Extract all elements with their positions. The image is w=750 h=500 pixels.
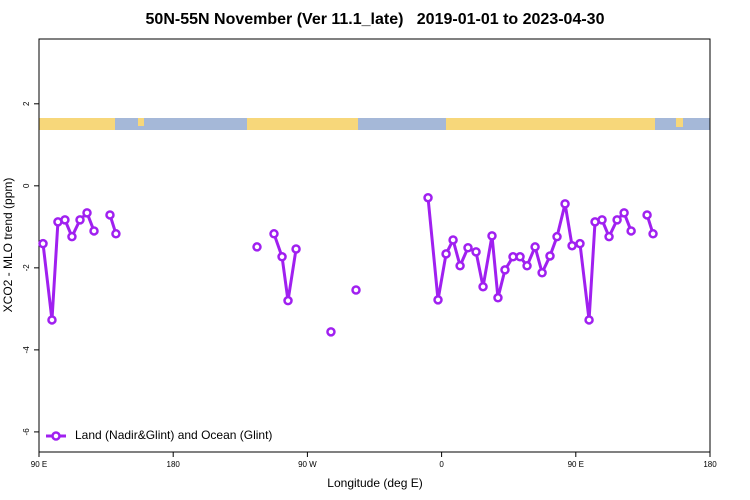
data-point bbox=[619, 208, 629, 218]
data-point bbox=[38, 238, 48, 249]
y-axis-label: XCO2 - MLO trend (ppm) bbox=[1, 178, 15, 313]
data-point bbox=[441, 249, 451, 259]
plot-frame bbox=[38, 38, 711, 453]
y-tick-label: -4 bbox=[22, 346, 31, 354]
y-tick-label: -2 bbox=[22, 264, 31, 272]
chart-title: 50N-55N November (Ver 11.1_late) 2019-01… bbox=[146, 11, 605, 28]
x-tick-label: 180 bbox=[167, 460, 181, 469]
data-point bbox=[626, 226, 636, 236]
x-tick-label: 180 bbox=[703, 460, 717, 469]
land-ocean-strip bbox=[39, 118, 710, 130]
y-tick-label: -6 bbox=[22, 428, 31, 436]
y-tick-label: 2 bbox=[22, 101, 31, 106]
data-point bbox=[252, 242, 262, 252]
y-tick-label: 0 bbox=[22, 183, 31, 188]
x-tick-label: 90 W bbox=[298, 460, 317, 469]
data-point bbox=[567, 240, 577, 251]
data-point bbox=[648, 229, 658, 239]
data-point bbox=[111, 229, 121, 239]
data-point bbox=[277, 252, 287, 262]
data-point bbox=[82, 208, 92, 218]
data-point bbox=[515, 252, 525, 262]
data-point bbox=[478, 281, 488, 292]
data-point bbox=[500, 265, 510, 275]
data-point bbox=[291, 244, 301, 254]
x-tick-label: 90 E bbox=[31, 460, 47, 469]
data-point bbox=[522, 261, 532, 271]
data-point bbox=[575, 238, 585, 249]
data-point bbox=[448, 235, 458, 245]
data-point bbox=[47, 315, 57, 325]
data-point bbox=[89, 226, 99, 236]
data-point bbox=[604, 231, 614, 242]
data-point bbox=[560, 199, 570, 209]
data-point bbox=[60, 215, 70, 225]
legend-marker bbox=[51, 431, 61, 441]
data-point bbox=[351, 285, 361, 295]
data-point bbox=[455, 261, 465, 271]
x-axis-label: Longitude (deg E) bbox=[327, 476, 422, 490]
data-point bbox=[463, 243, 473, 253]
data-point bbox=[552, 231, 562, 242]
data-point bbox=[545, 251, 555, 261]
data-point bbox=[105, 210, 115, 220]
data-point bbox=[67, 231, 77, 242]
data-point bbox=[612, 215, 622, 225]
data-point bbox=[433, 295, 443, 305]
data-point bbox=[584, 315, 594, 325]
data-point bbox=[326, 327, 336, 337]
data-point bbox=[269, 229, 279, 239]
data-point bbox=[423, 192, 433, 203]
data-point bbox=[283, 295, 293, 306]
legend-label: Land (Nadir&Glint) and Ocean (Glint) bbox=[75, 428, 272, 442]
data-point bbox=[75, 215, 85, 225]
data-point bbox=[597, 215, 607, 225]
data-point bbox=[487, 231, 497, 241]
series-line bbox=[41, 197, 655, 322]
x-tick-label: 90 E bbox=[568, 460, 584, 469]
data-point bbox=[493, 293, 503, 303]
data-point bbox=[530, 242, 540, 252]
data-point bbox=[471, 247, 481, 257]
data-point bbox=[642, 210, 652, 220]
x-tick-label: 0 bbox=[439, 460, 444, 469]
data-point bbox=[537, 268, 547, 278]
